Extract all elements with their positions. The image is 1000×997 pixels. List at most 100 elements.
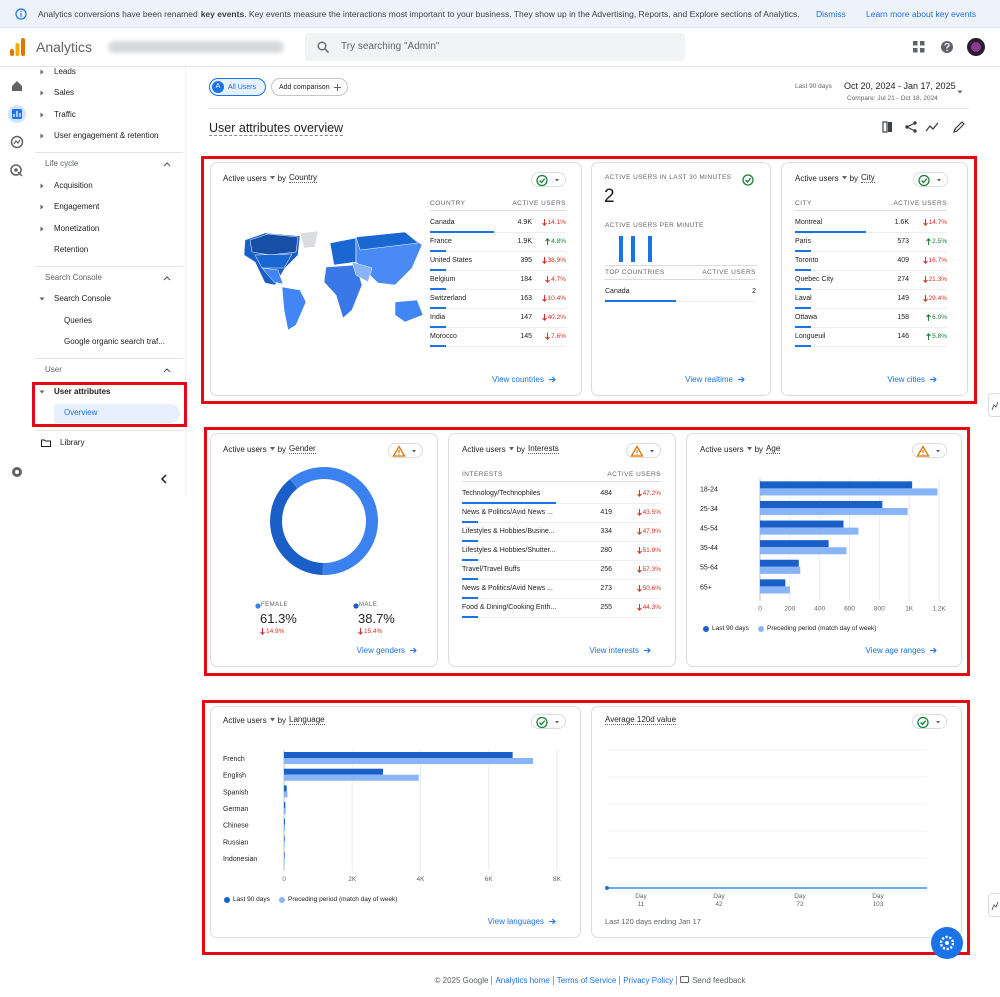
- nav-item[interactable]: Leads: [54, 67, 76, 76]
- row-bar: [430, 250, 446, 252]
- ok-check: [539, 178, 546, 184]
- change-arrow: [541, 295, 547, 302]
- status-chip[interactable]: [912, 443, 947, 458]
- row-value: 273: [600, 585, 612, 592]
- metric-label[interactable]: Active users: [223, 444, 267, 454]
- segment-chip[interactable]: A All Users: [209, 78, 266, 96]
- caret-shape: [508, 447, 514, 451]
- bar: [284, 758, 534, 765]
- row-name: Paris: [795, 238, 811, 245]
- category-label: 65+: [700, 584, 712, 591]
- learn-more-link[interactable]: Learn more about key events: [866, 9, 977, 19]
- metric-label[interactable]: Active users: [223, 715, 267, 725]
- dimension-label[interactable]: Interests: [528, 444, 559, 454]
- metric-label[interactable]: Active users: [795, 173, 839, 183]
- row-bar: [462, 521, 478, 523]
- metric-label[interactable]: Active users: [462, 444, 506, 454]
- assistant-button[interactable]: [931, 927, 963, 959]
- nav-item[interactable]: Library: [60, 438, 85, 447]
- rail-border: [185, 67, 186, 497]
- change-value: 2.5%: [932, 238, 947, 245]
- folder-shape: [41, 439, 51, 447]
- nav-item[interactable]: User engagement & retention: [54, 131, 159, 140]
- side-tab[interactable]: [988, 393, 1000, 417]
- footer-link[interactable]: Privacy Policy: [623, 976, 674, 985]
- card-link[interactable]: View genders: [357, 646, 417, 655]
- date-range[interactable]: Oct 20, 2024 - Jan 17, 2025: [844, 81, 956, 91]
- change-cell: 7.6%: [545, 333, 566, 340]
- nav-item[interactable]: Google organic search traf...: [64, 337, 165, 346]
- nav-item[interactable]: Search Console: [45, 273, 102, 282]
- status-icon: [630, 445, 654, 457]
- status-chip[interactable]: [626, 443, 661, 458]
- nav-item[interactable]: Life cycle: [45, 159, 79, 168]
- card-link[interactable]: View interests: [589, 646, 651, 655]
- card-link[interactable]: View cities: [887, 375, 937, 384]
- status-chip[interactable]: [913, 172, 948, 187]
- nav-item[interactable]: Queries: [64, 316, 93, 325]
- feedback-link[interactable]: Send feedback: [692, 976, 746, 985]
- dimension-label[interactable]: Gender: [289, 444, 316, 454]
- card-link[interactable]: View realtime: [685, 375, 745, 384]
- status-chip[interactable]: [388, 443, 423, 458]
- change-value: 5.8%: [932, 333, 947, 340]
- side-tab[interactable]: [988, 893, 1000, 917]
- status-chip[interactable]: [912, 714, 947, 729]
- bar: [284, 835, 285, 842]
- bar: [284, 768, 383, 775]
- dismiss-link[interactable]: Dismiss: [816, 9, 846, 19]
- card-link[interactable]: View countries: [492, 375, 556, 384]
- arrow-down: [541, 314, 547, 321]
- card-link[interactable]: View age ranges: [866, 646, 937, 655]
- bar-chart: 0 200 400 600 800 1K 1.2K 18-24 25-34 45-54 35-44 5…: [700, 479, 946, 613]
- metric-label[interactable]: Active users: [700, 444, 744, 454]
- map-region: [299, 230, 319, 249]
- row-rule: [462, 579, 661, 580]
- change-cell: 44.3%: [636, 604, 661, 611]
- card-link[interactable]: View languages: [488, 917, 556, 926]
- nav-item[interactable]: Overview: [64, 408, 98, 417]
- footer-link[interactable]: Analytics home: [495, 976, 550, 985]
- bar: [760, 481, 913, 489]
- add-comparison[interactable]: Add comparison: [271, 78, 348, 96]
- link-text: View languages: [487, 917, 544, 926]
- dimension-label[interactable]: City: [861, 173, 875, 183]
- nav-item[interactable]: User: [45, 365, 62, 374]
- help-icon: [941, 41, 953, 53]
- dimension-label[interactable]: Language: [289, 715, 325, 725]
- arrow-down: [636, 566, 642, 573]
- realtime-value: 2: [604, 186, 615, 207]
- dimension-label[interactable]: Age: [766, 444, 781, 454]
- row-value: 484: [600, 490, 612, 497]
- section-chevron: [163, 276, 171, 281]
- status-chip[interactable]: [531, 172, 566, 187]
- ok-check: [921, 178, 928, 184]
- bar: [284, 802, 286, 809]
- metric-label[interactable]: Active users: [223, 173, 267, 183]
- x-tick-label: 800: [874, 606, 885, 613]
- range-label: Last 90 days: [795, 83, 832, 90]
- x-tick-label: 600: [844, 606, 855, 613]
- nav-item[interactable]: User attributes: [54, 387, 111, 396]
- nav-item[interactable]: Search Console: [54, 294, 111, 303]
- footer-link[interactable]: Terms of Service: [556, 976, 617, 985]
- arrow-up: [926, 333, 932, 340]
- nav-item[interactable]: Engagement: [54, 202, 100, 211]
- banner-text: Analytics conversions have been renamed k…: [38, 9, 800, 19]
- nav-item[interactable]: Retention: [54, 245, 89, 254]
- search-box[interactable]: Try searching "Admin": [305, 33, 685, 61]
- row-bar: [430, 307, 446, 309]
- nav-divider: [35, 430, 183, 431]
- header-rule: [795, 210, 947, 211]
- nav-item[interactable]: Monetization: [54, 224, 100, 233]
- change-value: 21.3%: [928, 276, 947, 283]
- feedback-icon: [680, 976, 690, 983]
- status-chip[interactable]: [531, 714, 566, 729]
- donut-segment: [289, 467, 378, 575]
- dimension-label[interactable]: Country: [289, 173, 318, 183]
- nav-item[interactable]: Traffic: [54, 110, 76, 119]
- change-cell: 57.3%: [636, 566, 661, 573]
- nav-item[interactable]: Acquisition: [54, 181, 93, 190]
- nav-item[interactable]: Sales: [54, 88, 75, 97]
- caret-icon: [40, 183, 44, 189]
